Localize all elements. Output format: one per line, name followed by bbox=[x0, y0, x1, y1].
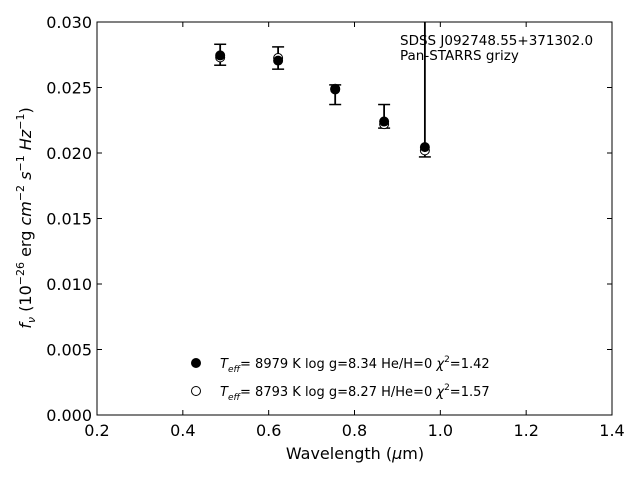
model-point-filled bbox=[379, 116, 390, 127]
model-point-filled bbox=[330, 84, 341, 95]
legend-label-open: Teff= 8793 K log g=8.27 H/He=0 χ2=1.57 bbox=[220, 383, 490, 403]
model-point-filled bbox=[273, 55, 284, 66]
x-axis-label: Wavelength (μm) bbox=[286, 444, 424, 463]
annotation-object: SDSS J092748.55+371302.0 bbox=[400, 33, 593, 49]
y-tick-label: 0.025 bbox=[46, 79, 92, 98]
legend-marker-open bbox=[191, 386, 201, 396]
model-points bbox=[215, 50, 430, 156]
y-tick-label: 0.020 bbox=[46, 144, 92, 163]
legend-marker-filled bbox=[191, 358, 201, 368]
y-tick-label: 0.005 bbox=[46, 341, 92, 360]
y-axis-ticks: 0.000 0.005 0.010 0.015 0.020 0.025 0.030 bbox=[46, 13, 612, 425]
observed-errorbars bbox=[214, 22, 431, 158]
x-tick-label: 0.2 bbox=[84, 421, 109, 440]
x-tick-label: 1.2 bbox=[513, 421, 538, 440]
model-point-filled bbox=[215, 50, 226, 61]
legend: Teff= 8979 K log g=8.34 He/H=0 χ2=1.42 T… bbox=[191, 355, 490, 403]
x-tick-label: 1.0 bbox=[428, 421, 453, 440]
annotation-survey: Pan-STARRS grizy bbox=[400, 48, 519, 64]
y-tick-label: 0.010 bbox=[46, 275, 92, 294]
y-tick-label: 0.030 bbox=[46, 13, 92, 32]
x-axis-ticks: 0.2 0.4 0.6 0.8 1.0 1.2 1.4 bbox=[84, 22, 625, 440]
y-axis-label: fν (10−26 erg cm−2 s−1 Hz−1) bbox=[14, 107, 38, 328]
legend-label-filled: Teff= 8979 K log g=8.34 He/H=0 χ2=1.42 bbox=[220, 355, 490, 375]
y-tick-label: 0.015 bbox=[46, 210, 92, 229]
x-tick-label: 1.4 bbox=[599, 421, 624, 440]
x-tick-label: 0.4 bbox=[170, 421, 195, 440]
y-tick-label: 0.000 bbox=[46, 406, 92, 425]
x-tick-label: 0.8 bbox=[342, 421, 367, 440]
x-tick-label: 0.6 bbox=[256, 421, 281, 440]
model-point-filled bbox=[419, 142, 430, 153]
